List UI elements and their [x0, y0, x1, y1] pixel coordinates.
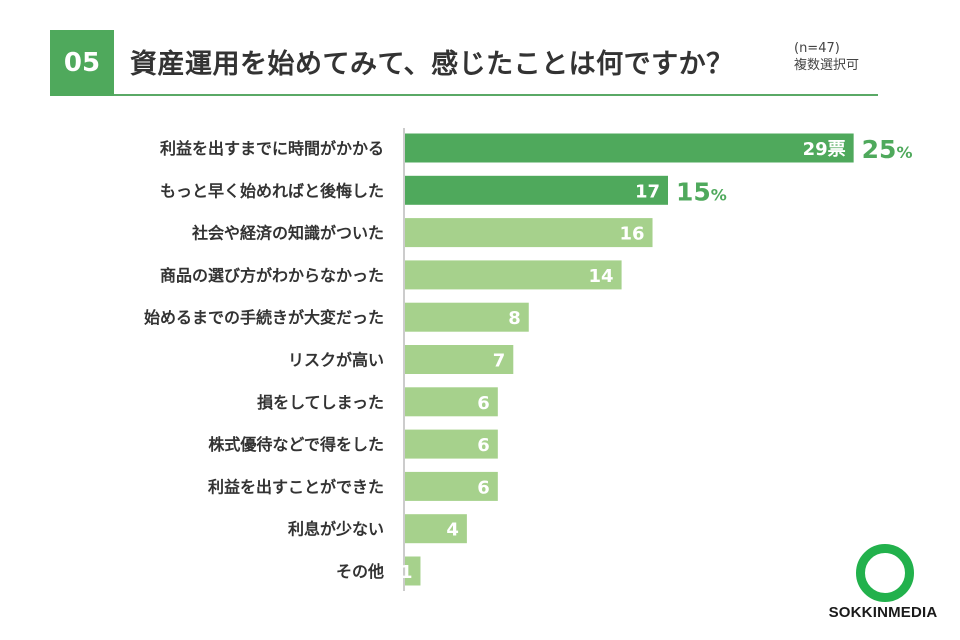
data-label: 6	[477, 435, 490, 456]
data-label: 29票	[803, 139, 846, 160]
data-label: 6	[477, 477, 490, 498]
data-label: 6	[477, 393, 490, 414]
bar	[405, 302, 529, 332]
data-label: 14	[589, 266, 614, 287]
data-label: 4	[446, 520, 459, 541]
multi-select-note: 複数選択可	[794, 58, 860, 73]
bar	[405, 345, 514, 374]
category-label: 商品の選び方がわからなかった	[160, 266, 384, 285]
category-label: 利益を出すことができた	[208, 477, 384, 496]
data-label: 8	[508, 308, 521, 329]
sokkin-media-logo: SOKKINMEDIA	[828, 540, 938, 630]
chart-title: 資産運用を始めてみて、感じたことは何ですか？	[130, 49, 734, 80]
category-label: 利益を出すまでに時間がかかる	[160, 139, 384, 158]
bar	[405, 471, 498, 501]
data-label: 16	[619, 224, 644, 245]
question-number: 05	[50, 30, 114, 96]
category-label: その他	[336, 562, 384, 581]
category-label: 社会や経済の知識がついた	[191, 224, 384, 243]
category-label: 株式優待などで得をした	[208, 435, 384, 454]
bar	[405, 260, 622, 290]
bar	[405, 514, 467, 544]
sample-size: (n=47)	[794, 41, 840, 56]
sample-note: (n=47) 複数選択可	[794, 40, 859, 74]
bar	[405, 218, 653, 248]
bar	[405, 175, 668, 205]
logo-text: SOKKINMEDIA	[828, 604, 938, 621]
category-label: 利息が少ない	[288, 520, 384, 539]
bar	[405, 133, 854, 163]
percent-label: 15%	[676, 177, 727, 206]
category-label: リスクが高い	[288, 351, 384, 370]
category-label: もっと早く始めればと後悔した	[160, 181, 384, 200]
header-divider	[114, 94, 878, 96]
data-label: 1	[400, 562, 413, 583]
ring-icon	[856, 544, 914, 602]
bar	[405, 556, 421, 586]
bar	[405, 429, 498, 459]
category-label: 始めるまでの手続きが大変だった	[144, 308, 384, 327]
category-label: 損をしてしまった	[257, 393, 384, 412]
percent-label: 25%	[862, 135, 913, 164]
chart-header: 05 資産運用を始めてみて、感じたことは何ですか？ (n=47) 複数選択可	[50, 30, 878, 96]
data-label: 17	[635, 181, 660, 202]
bar	[405, 387, 498, 417]
data-label: 7	[493, 351, 506, 372]
